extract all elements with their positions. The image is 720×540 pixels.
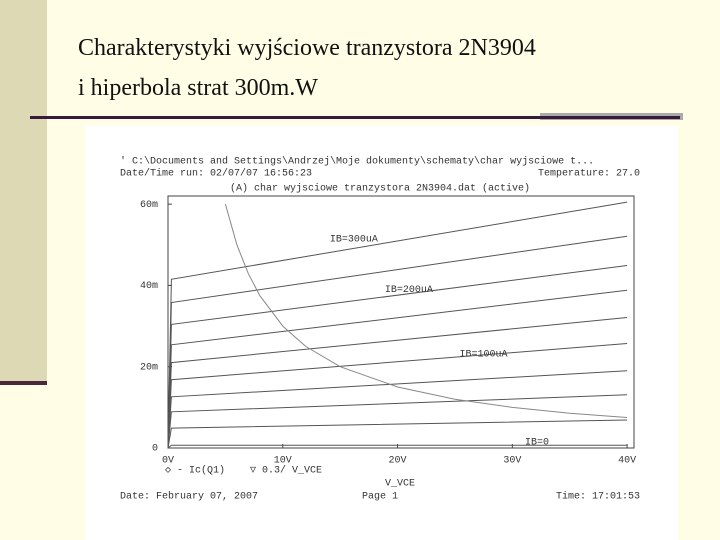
loss-hyperbola [224, 203, 628, 418]
footer-time: Time: 17:01:53 [556, 491, 640, 503]
x-axis-label: V_VCE [385, 479, 415, 490]
x-tick-label: 0V [162, 456, 174, 467]
ic-curve [167, 444, 628, 449]
legend-item: ▽ 0.3/ V_VCE [250, 465, 322, 477]
slide-title: Charakterystyki wyjściowe tranzystora 2N… [78, 35, 536, 61]
y-tick-label: 60m [140, 200, 158, 211]
curve-label: IB=300uA [330, 235, 378, 246]
footer-page: Page 1 [362, 492, 398, 503]
side-bar [0, 0, 47, 384]
ic-curve [167, 419, 628, 449]
screenshot [85, 126, 678, 540]
y-tick-label: 40m [140, 281, 158, 292]
slide-title: i hiperbola strat 300m.W [78, 75, 318, 101]
x-tick-label: 20V [389, 456, 407, 467]
run-date: Date/Time run: 02/07/07 16:56:23 [120, 168, 312, 180]
y-tick-label: 20m [140, 362, 158, 373]
header-path: ' C:\Documents and Settings\Andrzej\Moje… [120, 156, 594, 168]
legend-item: ◇ - Ic(Q1) [165, 465, 225, 477]
curve-label: IB=200uA [385, 285, 433, 296]
curve-label: IB=100uA [460, 349, 508, 360]
title-rule [30, 116, 680, 119]
ic-curve [167, 394, 628, 449]
x-tick-label: 40V [618, 456, 636, 467]
temperature: Temperature: 27.0 [538, 169, 640, 180]
y-tick-label: 0 [152, 444, 158, 455]
plot-title: (A) char wyjsciowe tranzystora 2N3904.da… [230, 183, 530, 195]
footer-date: Date: February 07, 2007 [120, 491, 258, 503]
x-tick-label: 10V [274, 456, 292, 467]
x-tick-label: 30V [503, 456, 521, 467]
curve-label: IB=0 [525, 438, 549, 449]
side-bar-edge [0, 381, 47, 385]
plot-frame [167, 195, 635, 449]
